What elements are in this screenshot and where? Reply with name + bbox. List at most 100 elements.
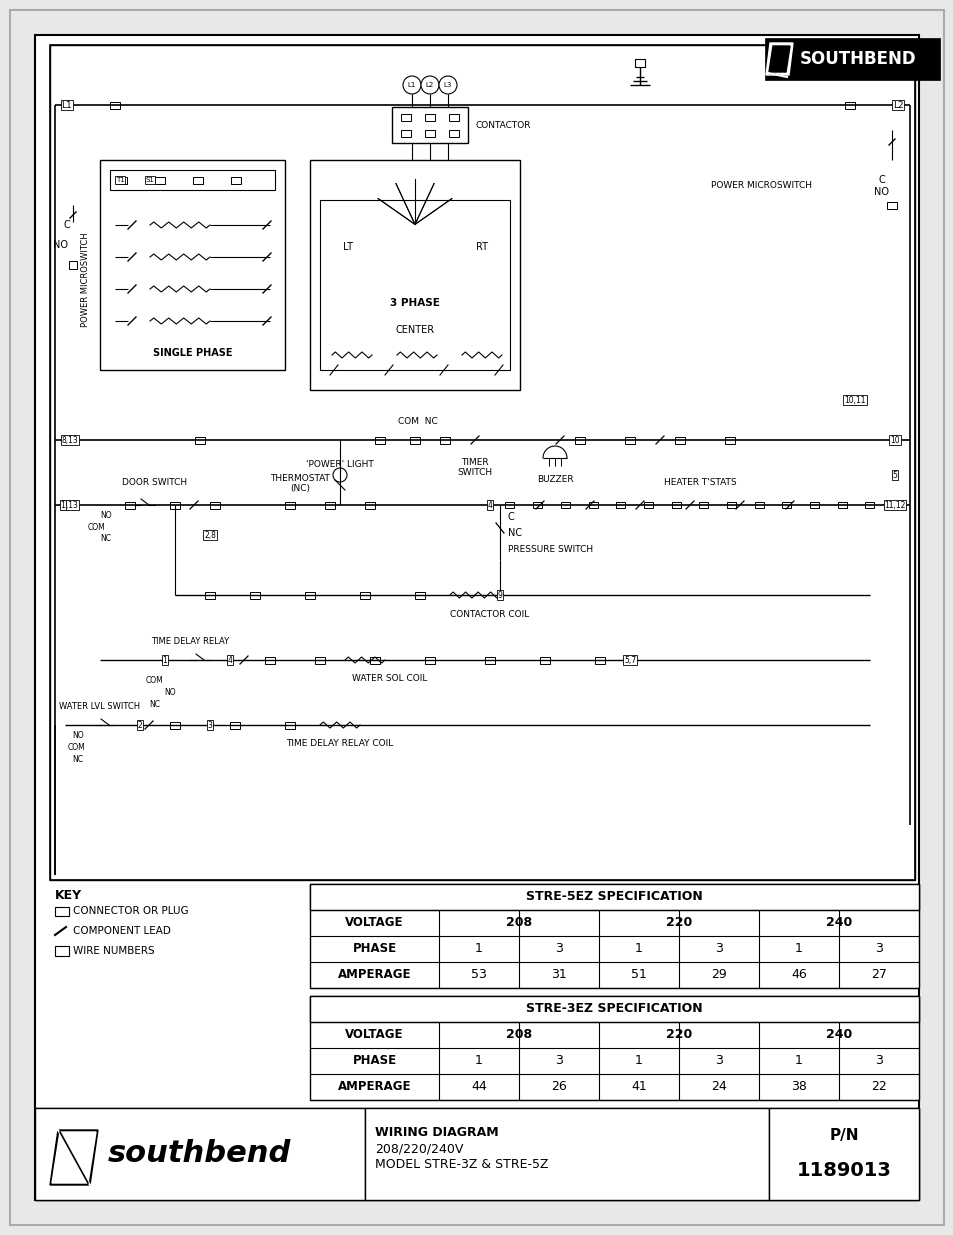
- Text: WATER LVL SWITCH: WATER LVL SWITCH: [59, 701, 140, 711]
- Text: WATER SOL COIL: WATER SOL COIL: [352, 674, 427, 683]
- Text: 51: 51: [630, 968, 646, 982]
- Text: 3: 3: [208, 720, 213, 730]
- Text: 5,7: 5,7: [623, 656, 636, 664]
- Text: 1: 1: [635, 1055, 642, 1067]
- Bar: [310, 995, 918, 1023]
- Bar: [837, 501, 846, 508]
- Text: SOUTHBEND: SOUTHBEND: [800, 49, 916, 68]
- Bar: [55, 906, 69, 916]
- Text: POWER MICROSWITCH: POWER MICROSWITCH: [710, 180, 811, 189]
- Text: 24: 24: [710, 1081, 726, 1093]
- Text: 240: 240: [825, 916, 851, 930]
- Bar: [764, 38, 939, 80]
- Text: RT: RT: [476, 242, 488, 252]
- Bar: [449, 114, 458, 121]
- Text: 41: 41: [631, 1081, 646, 1093]
- Text: 4: 4: [228, 656, 233, 664]
- Text: COM: COM: [146, 676, 164, 684]
- Bar: [365, 501, 375, 509]
- Bar: [117, 177, 127, 184]
- Bar: [643, 501, 652, 508]
- Bar: [624, 436, 635, 443]
- Bar: [560, 501, 569, 508]
- Text: NO: NO: [71, 730, 84, 740]
- Text: 10: 10: [889, 436, 899, 445]
- Text: NO: NO: [100, 510, 112, 520]
- Bar: [400, 130, 411, 137]
- Bar: [424, 114, 435, 121]
- Text: 3: 3: [715, 942, 722, 956]
- Bar: [193, 177, 203, 184]
- Circle shape: [333, 468, 347, 482]
- Text: COM  NC: COM NC: [397, 417, 437, 426]
- Bar: [886, 201, 896, 209]
- Bar: [699, 501, 708, 508]
- Bar: [194, 436, 205, 443]
- Text: STRE-3EZ SPECIFICATION: STRE-3EZ SPECIFICATION: [526, 1003, 702, 1015]
- Text: LT: LT: [343, 242, 353, 252]
- Bar: [392, 107, 468, 143]
- Text: COM: COM: [88, 522, 106, 531]
- Text: CONTACTOR COIL: CONTACTOR COIL: [450, 610, 529, 619]
- Text: AMPERAGE: AMPERAGE: [337, 1081, 411, 1093]
- Text: STRE-5EZ SPECIFICATION: STRE-5EZ SPECIFICATION: [525, 890, 702, 904]
- Bar: [809, 501, 819, 508]
- Text: 5: 5: [892, 471, 897, 479]
- Bar: [595, 657, 604, 663]
- Text: 220: 220: [665, 916, 691, 930]
- Text: 'POWER' LIGHT: 'POWER' LIGHT: [306, 459, 374, 469]
- Text: DOOR SWITCH: DOOR SWITCH: [122, 478, 188, 487]
- Bar: [50, 44, 914, 881]
- Text: 3: 3: [715, 1055, 722, 1067]
- Bar: [310, 884, 918, 910]
- Text: MODEL STRE-3Z & STRE-5Z: MODEL STRE-3Z & STRE-5Z: [375, 1158, 548, 1171]
- Polygon shape: [768, 46, 789, 72]
- Text: 3: 3: [874, 1055, 882, 1067]
- Bar: [635, 59, 644, 67]
- Bar: [154, 177, 165, 184]
- Text: TIME DELAY RELAY: TIME DELAY RELAY: [151, 637, 229, 646]
- Text: VOLTAGE: VOLTAGE: [345, 916, 403, 930]
- Bar: [110, 101, 120, 109]
- Text: 1: 1: [475, 942, 482, 956]
- Circle shape: [420, 77, 438, 94]
- Text: 53: 53: [471, 968, 486, 982]
- Bar: [675, 436, 684, 443]
- Text: S1: S1: [146, 177, 154, 183]
- Bar: [310, 884, 918, 988]
- Text: 46: 46: [790, 968, 806, 982]
- Bar: [231, 177, 241, 184]
- Text: L2: L2: [425, 82, 434, 88]
- Text: 9,13: 9,13: [62, 500, 78, 510]
- Bar: [285, 721, 294, 729]
- Text: COMPONENT LEAD: COMPONENT LEAD: [73, 926, 171, 936]
- Bar: [285, 501, 294, 509]
- Text: KEY: KEY: [55, 889, 82, 902]
- Bar: [359, 592, 370, 599]
- Text: 29: 29: [710, 968, 726, 982]
- Bar: [671, 501, 679, 508]
- Bar: [55, 946, 69, 956]
- Text: 22: 22: [870, 1081, 886, 1093]
- Bar: [539, 657, 550, 663]
- Text: 2: 2: [137, 720, 142, 730]
- Text: VOLTAGE: VOLTAGE: [345, 1029, 403, 1041]
- Text: NC: NC: [150, 699, 160, 709]
- Text: NO: NO: [164, 688, 175, 697]
- Text: TIME DELAY RELAY COIL: TIME DELAY RELAY COIL: [286, 739, 394, 748]
- Text: 1: 1: [475, 1055, 482, 1067]
- Text: WIRING DIAGRAM: WIRING DIAGRAM: [375, 1126, 498, 1139]
- Bar: [449, 130, 458, 137]
- Bar: [754, 501, 763, 508]
- Text: 220: 220: [665, 1029, 691, 1041]
- Text: T1: T1: [115, 177, 124, 183]
- Text: 38: 38: [790, 1081, 806, 1093]
- Text: CENTER: CENTER: [395, 325, 435, 335]
- Bar: [400, 114, 411, 121]
- Text: L1: L1: [407, 82, 416, 88]
- Text: C: C: [878, 175, 884, 185]
- Bar: [533, 501, 541, 508]
- Bar: [319, 200, 510, 370]
- Text: 31: 31: [551, 968, 566, 982]
- Bar: [370, 657, 379, 663]
